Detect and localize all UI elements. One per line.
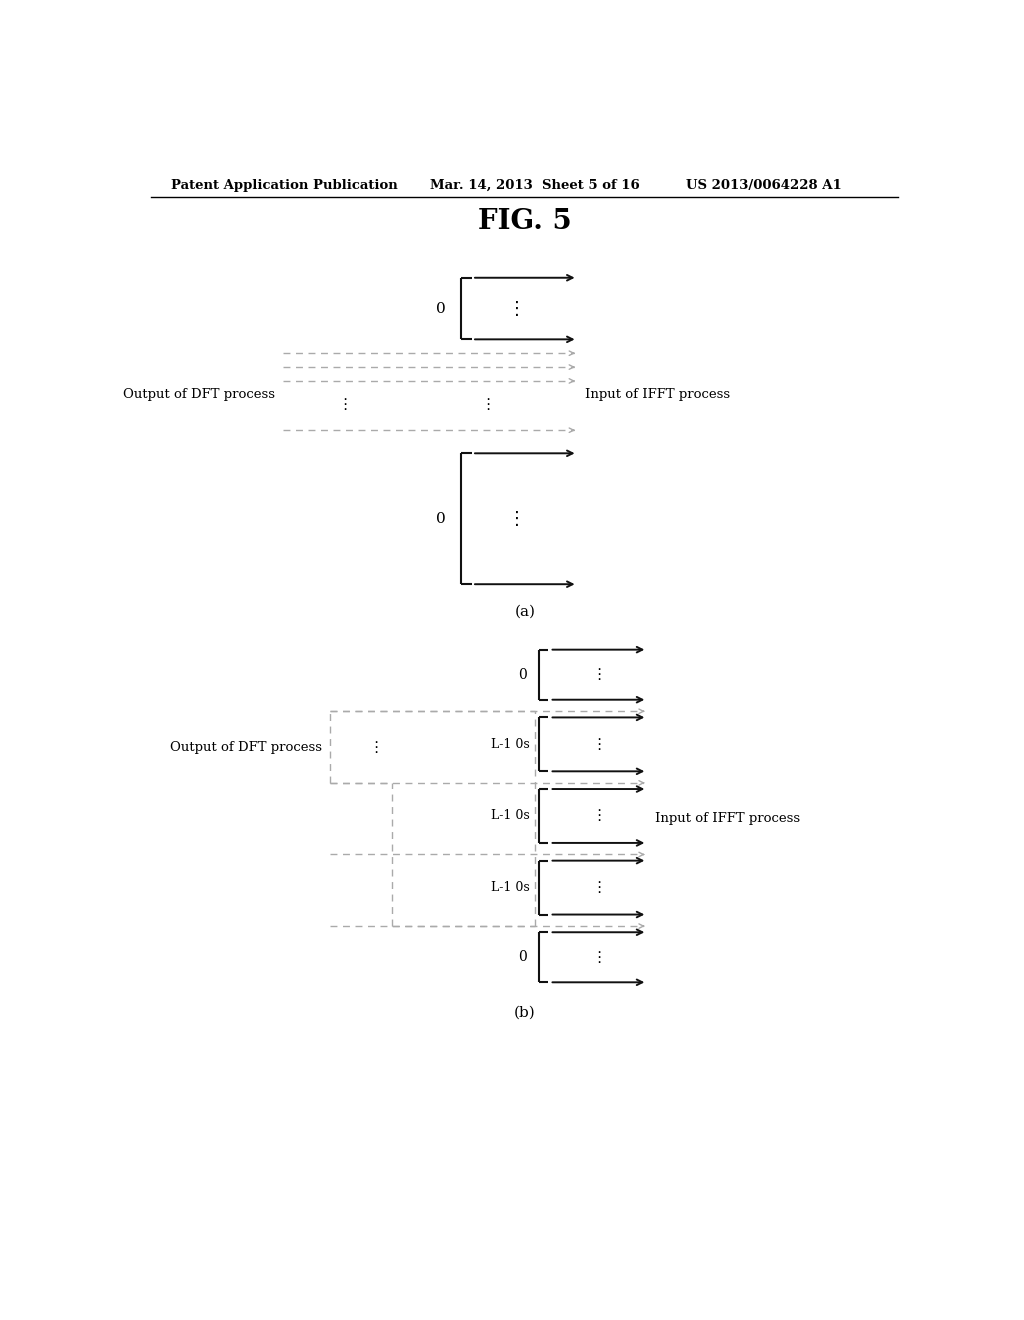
Text: ⋮: ⋮ xyxy=(591,950,606,965)
Text: ⋮: ⋮ xyxy=(591,808,606,824)
Text: L-1 0s: L-1 0s xyxy=(490,880,529,894)
Text: ⋮: ⋮ xyxy=(369,739,384,755)
Text: L-1 0s: L-1 0s xyxy=(490,809,529,822)
Text: (a): (a) xyxy=(514,605,536,618)
Text: FIG. 5: FIG. 5 xyxy=(478,209,571,235)
Text: ⋮: ⋮ xyxy=(591,880,606,895)
Text: Patent Application Publication: Patent Application Publication xyxy=(171,178,397,191)
Text: Input of IFFT process: Input of IFFT process xyxy=(655,812,800,825)
Text: ⋮: ⋮ xyxy=(508,510,526,528)
Text: 0: 0 xyxy=(436,301,445,315)
Text: Input of IFFT process: Input of IFFT process xyxy=(586,388,730,401)
Text: 0: 0 xyxy=(518,668,527,681)
Text: 0: 0 xyxy=(518,950,527,965)
Text: ⋮: ⋮ xyxy=(508,300,526,318)
Text: Output of DFT process: Output of DFT process xyxy=(170,741,322,754)
Text: ⋮: ⋮ xyxy=(591,667,606,682)
Text: ⋮: ⋮ xyxy=(480,397,496,412)
Text: US 2013/0064228 A1: US 2013/0064228 A1 xyxy=(686,178,842,191)
Text: ⋮: ⋮ xyxy=(591,737,606,752)
Text: Output of DFT process: Output of DFT process xyxy=(123,388,275,401)
Text: ⋮: ⋮ xyxy=(337,397,352,412)
Text: (b): (b) xyxy=(514,1006,536,1020)
Text: Mar. 14, 2013  Sheet 5 of 16: Mar. 14, 2013 Sheet 5 of 16 xyxy=(430,178,640,191)
Text: 0: 0 xyxy=(436,512,445,525)
Text: L-1 0s: L-1 0s xyxy=(490,738,529,751)
